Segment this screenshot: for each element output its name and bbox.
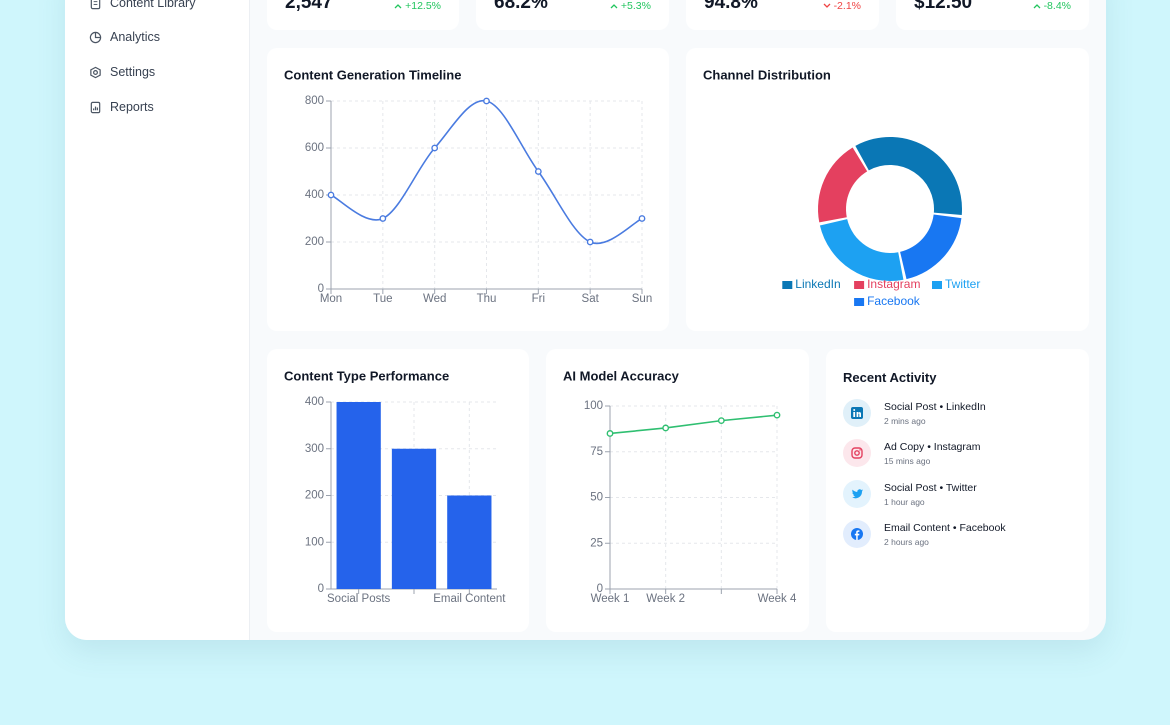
- nav-item[interactable]: Analytics: [89, 29, 160, 45]
- stat-card: 94.8% -2.1%: [686, 0, 879, 30]
- icon: [843, 399, 871, 427]
- icon: [843, 520, 871, 548]
- stat-change-text: +12.5%: [405, 0, 441, 12]
- icon: [90, 66, 101, 78]
- nav-label: Settings: [110, 65, 156, 79]
- activity-title: Email Content • Facebook: [884, 522, 1006, 534]
- icon: [89, 31, 102, 43]
- nav-item[interactable]: Content Library: [89, 0, 195, 11]
- stat-card: $12.50 -8.4%: [896, 0, 1089, 30]
- activity-panel: Recent Activity Social Post • LinkedIn 2 …: [826, 349, 1089, 632]
- dashboard: Content Library Analytics Settings Repor…: [65, 0, 1106, 640]
- nav-label: Analytics: [110, 30, 161, 44]
- panel: [546, 349, 809, 632]
- nav-label: Reports: [110, 100, 154, 114]
- activity-time: 2 mins ago: [884, 416, 926, 426]
- icon: [843, 439, 871, 467]
- icon: [90, 0, 101, 9]
- stat-change: -8.4%: [1033, 0, 1071, 12]
- activity-item[interactable]: Social Post • LinkedIn 2 mins ago: [843, 399, 986, 427]
- trend-arrow: [823, 0, 831, 12]
- activity-title: Ad Copy • Instagram: [884, 441, 981, 453]
- stat-change: -2.1%: [823, 0, 861, 12]
- trend-arrow: [1033, 0, 1041, 12]
- stat-change-text: +5.3%: [620, 0, 651, 12]
- activity-time: 2 hours ago: [884, 537, 929, 547]
- trend-arrow: [610, 0, 618, 12]
- panel: [267, 48, 669, 331]
- panel: [267, 349, 529, 632]
- nav-item[interactable]: Reports: [89, 99, 154, 115]
- stat-change-text: -2.1%: [833, 0, 861, 12]
- activity-title: Social Post • Twitter: [884, 482, 977, 494]
- activity-item[interactable]: Social Post • Twitter 1 hour ago: [843, 480, 977, 508]
- stat-value: $12.50: [914, 0, 973, 13]
- panel-title: Recent Activity: [843, 370, 937, 385]
- activity-title: Social Post • LinkedIn: [884, 401, 986, 413]
- nav-item[interactable]: Settings: [89, 64, 155, 80]
- stat-change: +5.3%: [610, 0, 651, 12]
- panel: [686, 48, 1089, 331]
- nav-label: Content Library: [110, 0, 196, 10]
- stat-value: 2,547: [285, 0, 333, 13]
- stat-card: 68.2% +5.3%: [476, 0, 669, 30]
- icon: [90, 101, 101, 113]
- sidebar: Content Library Analytics Settings Repor…: [65, 0, 250, 640]
- trend-arrow: [394, 0, 402, 12]
- activity-time: 1 hour ago: [884, 497, 925, 507]
- activity-item[interactable]: Email Content • Facebook 2 hours ago: [843, 520, 1006, 548]
- icon: [843, 480, 871, 508]
- activity-time: 15 mins ago: [884, 456, 931, 466]
- stat-change: +12.5%: [394, 0, 441, 12]
- stat-value: 94.8%: [704, 0, 758, 13]
- stat-card: 2,547 +12.5%: [267, 0, 459, 30]
- stat-value: 68.2%: [494, 0, 548, 13]
- stat-change-text: -8.4%: [1043, 0, 1071, 12]
- activity-item[interactable]: Ad Copy • Instagram 15 mins ago: [843, 439, 980, 467]
